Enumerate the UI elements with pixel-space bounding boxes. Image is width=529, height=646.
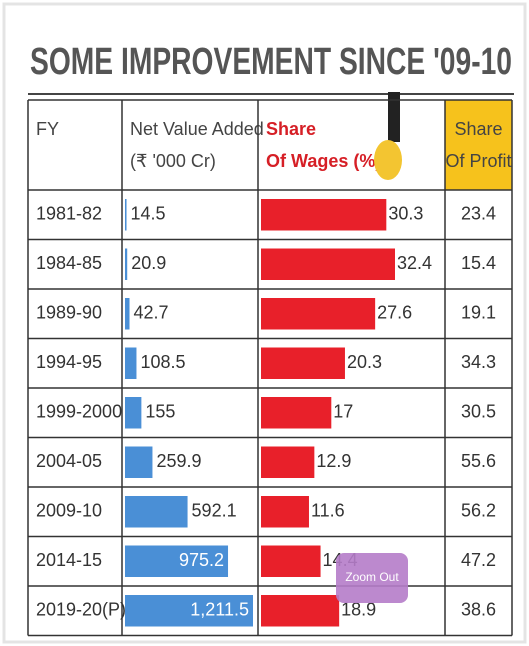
fy-cell: 1999-2000: [36, 402, 122, 422]
wages-label: 12.9: [316, 451, 351, 471]
column-header: Of Wages (%): [266, 151, 381, 171]
wages-label: 30.3: [388, 204, 423, 224]
column-header: Net Value Added: [130, 119, 264, 139]
column-header: Share: [266, 119, 316, 139]
wages-bar: [261, 546, 321, 578]
profit-cell: 47.2: [461, 550, 496, 570]
nva-bar: [125, 348, 136, 380]
title: SOME IMPROVEMENT SINCE '09-10: [30, 41, 512, 83]
profit-cell: 19.1: [461, 303, 496, 323]
nva-bar: [125, 397, 141, 429]
profit-cell: 38.6: [461, 600, 496, 620]
column-header: FY: [36, 119, 59, 139]
nva-label: 975.2: [179, 550, 224, 570]
nva-label: 14.5: [131, 204, 166, 224]
wages-bar: [261, 199, 386, 231]
fy-cell: 2019-20(P): [36, 600, 126, 620]
fy-cell: 2009-10: [36, 501, 102, 521]
profit-cell: 55.6: [461, 451, 496, 471]
wages-bar: [261, 348, 345, 380]
nva-label: 1,211.5: [190, 600, 249, 620]
nva-label: 42.7: [134, 303, 169, 323]
nva-label: 108.5: [140, 352, 185, 372]
nva-label: 155: [145, 402, 175, 422]
wages-bar: [261, 249, 395, 281]
wages-label: 27.6: [377, 303, 412, 323]
nva-label: 592.1: [192, 501, 237, 521]
nva-bar: [125, 199, 127, 231]
profit-cell: 15.4: [461, 253, 496, 273]
wages-label: 17: [333, 402, 353, 422]
wages-bar: [261, 298, 375, 330]
profit-header-bg: [445, 100, 512, 190]
hand-icon: [374, 140, 402, 180]
fy-cell: 1981-82: [36, 204, 102, 224]
nva-bar: [125, 496, 188, 528]
fy-cell: 1984-85: [36, 253, 102, 273]
nva-bar: [125, 447, 152, 479]
fy-cell: 2014-15: [36, 550, 102, 570]
profit-cell: 56.2: [461, 501, 496, 521]
column-header: Of Profit: [445, 151, 511, 171]
wages-label: 11.6: [311, 501, 345, 521]
profit-cell: 34.3: [461, 352, 496, 372]
fy-cell: 1989-90: [36, 303, 102, 323]
nva-bar: [125, 298, 130, 330]
nva-label: 259.9: [156, 451, 201, 471]
column-header: Share: [454, 119, 502, 139]
infographic: SOME IMPROVEMENT SINCE '09-10 FY Net Value…: [0, 0, 529, 646]
wages-label: 20.3: [347, 352, 382, 372]
column-header: (₹ '000 Cr): [130, 151, 216, 171]
zoom-out-label[interactable]: Zoom Out: [345, 570, 399, 584]
profit-cell: 30.5: [461, 402, 496, 422]
wages-label: 32.4: [397, 253, 432, 273]
wages-bar: [261, 397, 331, 429]
wages-bar: [261, 496, 309, 528]
wages-bar: [261, 447, 314, 479]
nva-label: 20.9: [131, 253, 166, 273]
fy-cell: 2004-05: [36, 451, 102, 471]
profit-cell: 23.4: [461, 204, 496, 224]
fy-cell: 1994-95: [36, 352, 102, 372]
wages-bar: [261, 595, 339, 627]
page: SOME IMPROVEMENT SINCE '09-10 FY Net Value…: [0, 0, 529, 646]
nva-bar: [125, 249, 127, 281]
